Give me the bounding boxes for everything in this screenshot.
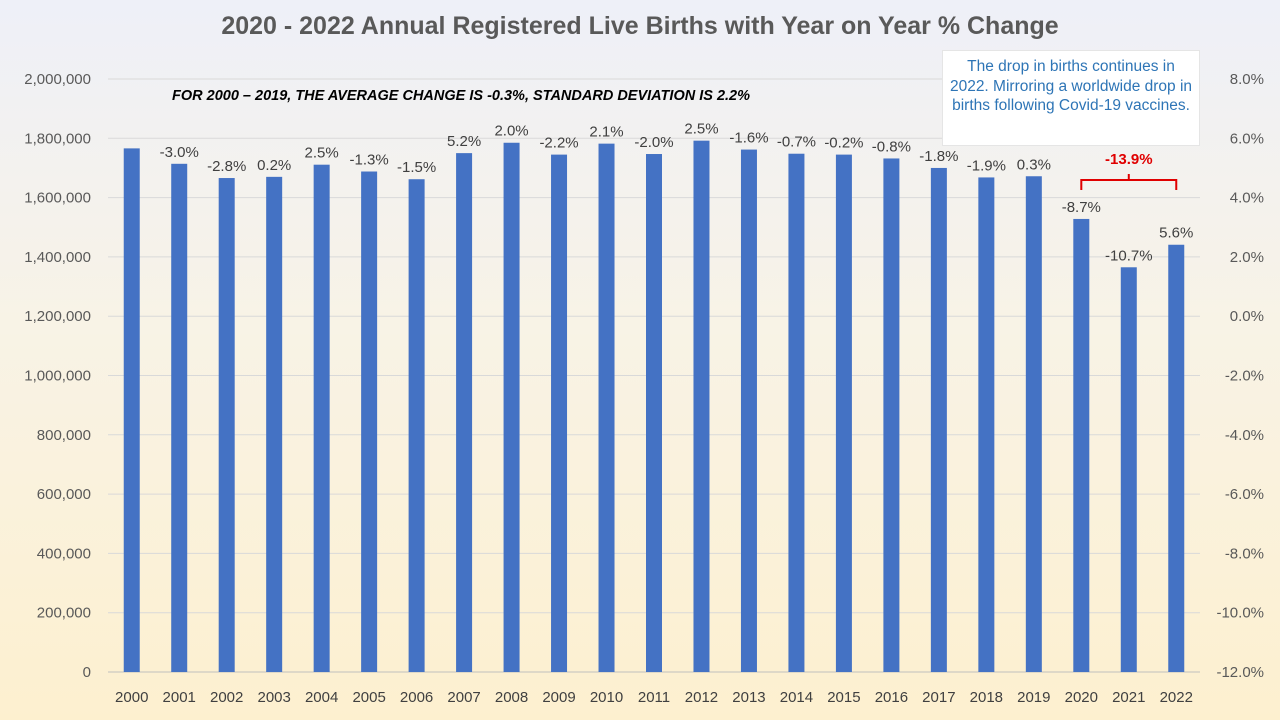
bar (218, 178, 235, 672)
y2-tick-label: 4.0% (1230, 190, 1264, 207)
bar (456, 153, 473, 672)
data-label: 2.0% (494, 123, 528, 140)
change-bracket (1080, 179, 1178, 190)
stats-annotation: FOR 2000 – 2019, THE AVERAGE CHANGE IS -… (172, 88, 750, 104)
data-label: -8.7% (1062, 199, 1101, 216)
x-tick-label: 2016 (875, 689, 908, 706)
bar (408, 179, 425, 673)
y-tick-label: 1,000,000 (24, 368, 91, 385)
data-label: -10.7% (1105, 247, 1153, 264)
data-label: -2.0% (634, 134, 673, 151)
bar (503, 142, 520, 672)
y2-tick-label: 0.0% (1230, 308, 1264, 325)
y2-tick-label: 6.0% (1230, 130, 1264, 147)
y-tick-label: 1,600,000 (24, 190, 91, 207)
bar (883, 158, 900, 672)
bar (123, 148, 140, 673)
bar (788, 153, 805, 672)
bar (171, 163, 188, 672)
x-tick-label: 2005 (352, 689, 385, 706)
bar (598, 143, 615, 673)
x-tick-label: 2019 (1017, 689, 1050, 706)
bar (930, 167, 947, 672)
data-label: -2.2% (539, 135, 578, 152)
x-tick-label: 2000 (115, 689, 148, 706)
y2-tick-label: -12.0% (1216, 664, 1264, 681)
bar (266, 176, 283, 672)
chart-title: 2020 - 2022 Annual Registered Live Birth… (221, 12, 1059, 40)
data-label: 0.3% (1017, 156, 1051, 173)
y2-tick-label: -2.0% (1225, 368, 1264, 385)
y-tick-label: 600,000 (37, 486, 91, 503)
y-tick-label: 400,000 (37, 545, 91, 562)
y2-tick-label: -6.0% (1225, 486, 1264, 503)
data-label: -1.8% (919, 148, 958, 165)
y-tick-label: 800,000 (37, 427, 91, 444)
x-tick-label: 2011 (638, 689, 670, 706)
data-label: 5.6% (1159, 225, 1193, 242)
data-label: 2.1% (589, 124, 623, 141)
bar (835, 154, 852, 673)
y-tick-label: 1,200,000 (24, 308, 91, 325)
y-tick-label: 0 (83, 664, 91, 681)
x-tick-label: 2020 (1065, 689, 1098, 706)
x-tick-label: 2021 (1112, 689, 1145, 706)
x-tick-label: 2003 (257, 689, 290, 706)
x-tick-label: 2014 (780, 689, 813, 706)
bar (646, 154, 662, 672)
bar (313, 164, 330, 672)
callout-box: The drop in births continues in 2022. Mi… (942, 50, 1200, 146)
bar (551, 154, 568, 673)
x-tick-label: 2013 (732, 689, 765, 706)
x-tick-label: 2008 (495, 689, 528, 706)
y2-tick-label: -4.0% (1225, 427, 1264, 444)
bracket-label: -13.9% (1105, 151, 1153, 168)
data-label: -1.6% (729, 130, 768, 147)
bar (1120, 267, 1137, 672)
x-tick-label: 2010 (590, 689, 623, 706)
y2-tick-label: 8.0% (1230, 71, 1264, 88)
x-tick-label: 2022 (1160, 689, 1193, 706)
x-tick-label: 2015 (827, 689, 860, 706)
data-label: -0.7% (777, 134, 816, 151)
x-tick-label: 2004 (305, 689, 338, 706)
y-tick-label: 1,800,000 (24, 130, 91, 147)
data-label: 0.2% (257, 157, 291, 174)
bar (361, 171, 378, 672)
bar (1025, 176, 1042, 672)
data-label: -3.0% (160, 144, 199, 161)
bar (978, 177, 995, 673)
x-tick-label: 2001 (163, 689, 196, 706)
data-label: 2.5% (684, 121, 718, 138)
data-label: 2.5% (305, 145, 339, 162)
x-tick-label: 2012 (685, 689, 718, 706)
data-label: -2.8% (207, 158, 246, 175)
x-tick-label: 2018 (970, 689, 1003, 706)
x-tick-label: 2006 (400, 689, 433, 706)
bar (1073, 218, 1090, 672)
y-tick-label: 1,400,000 (24, 249, 91, 266)
x-tick-label: 2009 (542, 689, 575, 706)
y2-tick-label: -8.0% (1225, 545, 1264, 562)
data-label: -1.5% (397, 159, 436, 176)
x-tick-label: 2002 (210, 689, 243, 706)
bar (1168, 244, 1185, 672)
data-label: -1.3% (350, 152, 389, 169)
y-tick-label: 2,000,000 (24, 71, 91, 88)
x-tick-label: 2017 (922, 689, 955, 706)
data-label: -0.8% (872, 138, 911, 155)
bar (740, 149, 757, 672)
data-label: -0.2% (824, 135, 863, 152)
y-tick-label: 200,000 (37, 605, 91, 622)
y2-tick-label: 2.0% (1230, 249, 1264, 266)
data-label: -1.9% (967, 157, 1006, 174)
data-label: 5.2% (447, 133, 481, 150)
x-tick-label: 2007 (447, 689, 480, 706)
bar (693, 140, 710, 672)
y2-tick-label: -10.0% (1216, 605, 1264, 622)
